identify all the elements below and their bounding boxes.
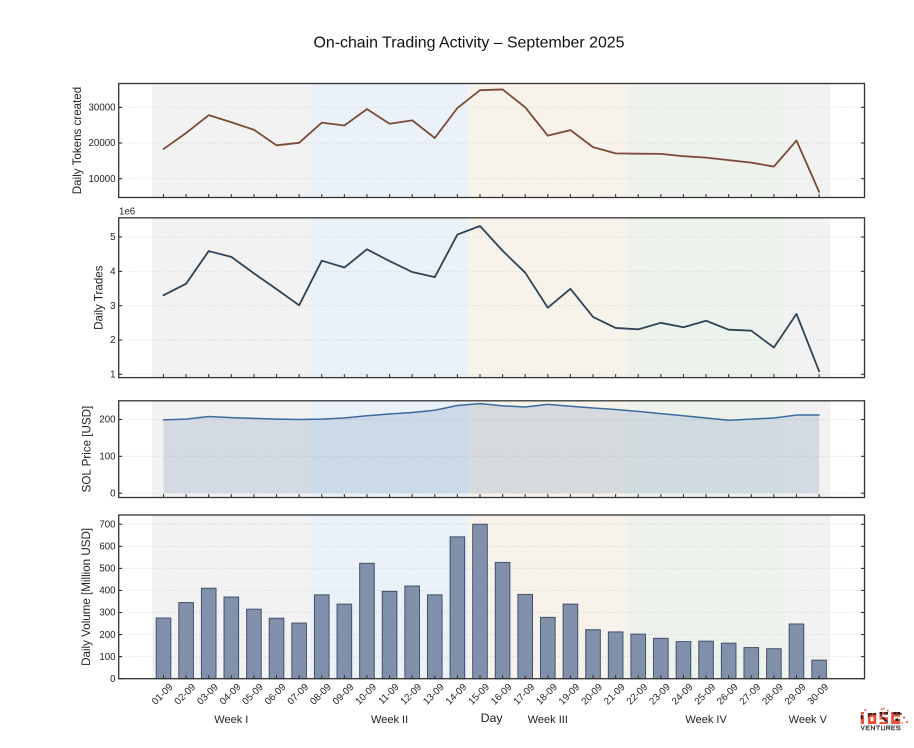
svg-text:10000: 10000: [89, 174, 117, 185]
svg-text:4: 4: [110, 267, 116, 278]
svg-text:Week III: Week III: [528, 714, 568, 726]
svg-text:SOL Price [USD]: SOL Price [USD]: [81, 406, 94, 493]
svg-text:300: 300: [99, 608, 116, 619]
svg-text:400: 400: [99, 586, 116, 597]
svg-text:Daily Trades: Daily Trades: [93, 265, 106, 330]
svg-text:5: 5: [110, 232, 115, 243]
svg-text:500: 500: [99, 564, 116, 575]
svg-text:Day: Day: [481, 711, 504, 725]
svg-text:Daily Volume [Million USD]: Daily Volume [Million USD]: [80, 528, 93, 666]
svg-text:1: 1: [110, 370, 115, 381]
svg-text:200: 200: [99, 415, 116, 426]
svg-text:600: 600: [99, 542, 116, 553]
svg-text:0: 0: [110, 674, 116, 685]
svg-text:100: 100: [99, 652, 116, 663]
svg-text:2: 2: [110, 335, 115, 346]
svg-text:Week II: Week II: [371, 714, 408, 726]
svg-text:Week V: Week V: [789, 714, 828, 726]
svg-text:30000: 30000: [89, 103, 117, 114]
svg-text:20000: 20000: [89, 138, 117, 149]
svg-text:Week IV: Week IV: [685, 714, 727, 726]
svg-text:Week I: Week I: [214, 714, 248, 726]
svg-text:0: 0: [110, 488, 116, 499]
svg-text:Daily Tokens created: Daily Tokens created: [71, 87, 84, 194]
svg-text:200: 200: [99, 630, 116, 641]
svg-text:1e6: 1e6: [119, 207, 135, 218]
svg-text:On-chain Trading Activity – Se: On-chain Trading Activity – September 20…: [314, 35, 625, 52]
svg-text:700: 700: [99, 519, 116, 530]
svg-text:100: 100: [99, 452, 116, 463]
svg-text:3: 3: [110, 301, 115, 312]
